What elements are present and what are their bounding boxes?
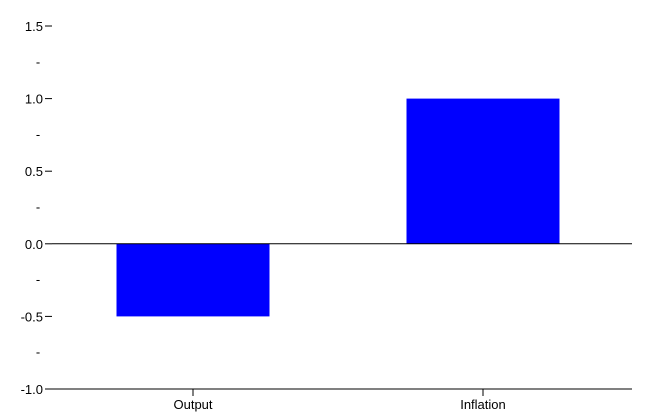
y-tick-label: -1.0 xyxy=(21,382,43,397)
y-tick-label: 1.0 xyxy=(25,92,43,107)
bar-output xyxy=(116,243,270,317)
y-axis: -1.0 -0.5 0.0 0.5 1.0 1.5 - - - - - xyxy=(21,19,52,397)
y-tick-label: 1.5 xyxy=(25,19,43,34)
x-axis: Output Inflation xyxy=(52,243,632,412)
bar-inflation xyxy=(406,98,560,244)
y-minor-tick: - xyxy=(36,345,40,360)
bars xyxy=(116,98,560,317)
y-tick-label: 0.0 xyxy=(25,237,43,252)
y-tick-label: -0.5 xyxy=(21,309,43,324)
y-minor-tick: - xyxy=(36,272,40,287)
x-tick-label: Inflation xyxy=(460,397,506,412)
y-tick-label: 0.5 xyxy=(25,164,43,179)
y-minor-tick: - xyxy=(36,54,40,69)
x-tick-label: Output xyxy=(173,397,212,412)
y-minor-tick: - xyxy=(36,127,40,142)
y-minor-tick: - xyxy=(36,200,40,215)
